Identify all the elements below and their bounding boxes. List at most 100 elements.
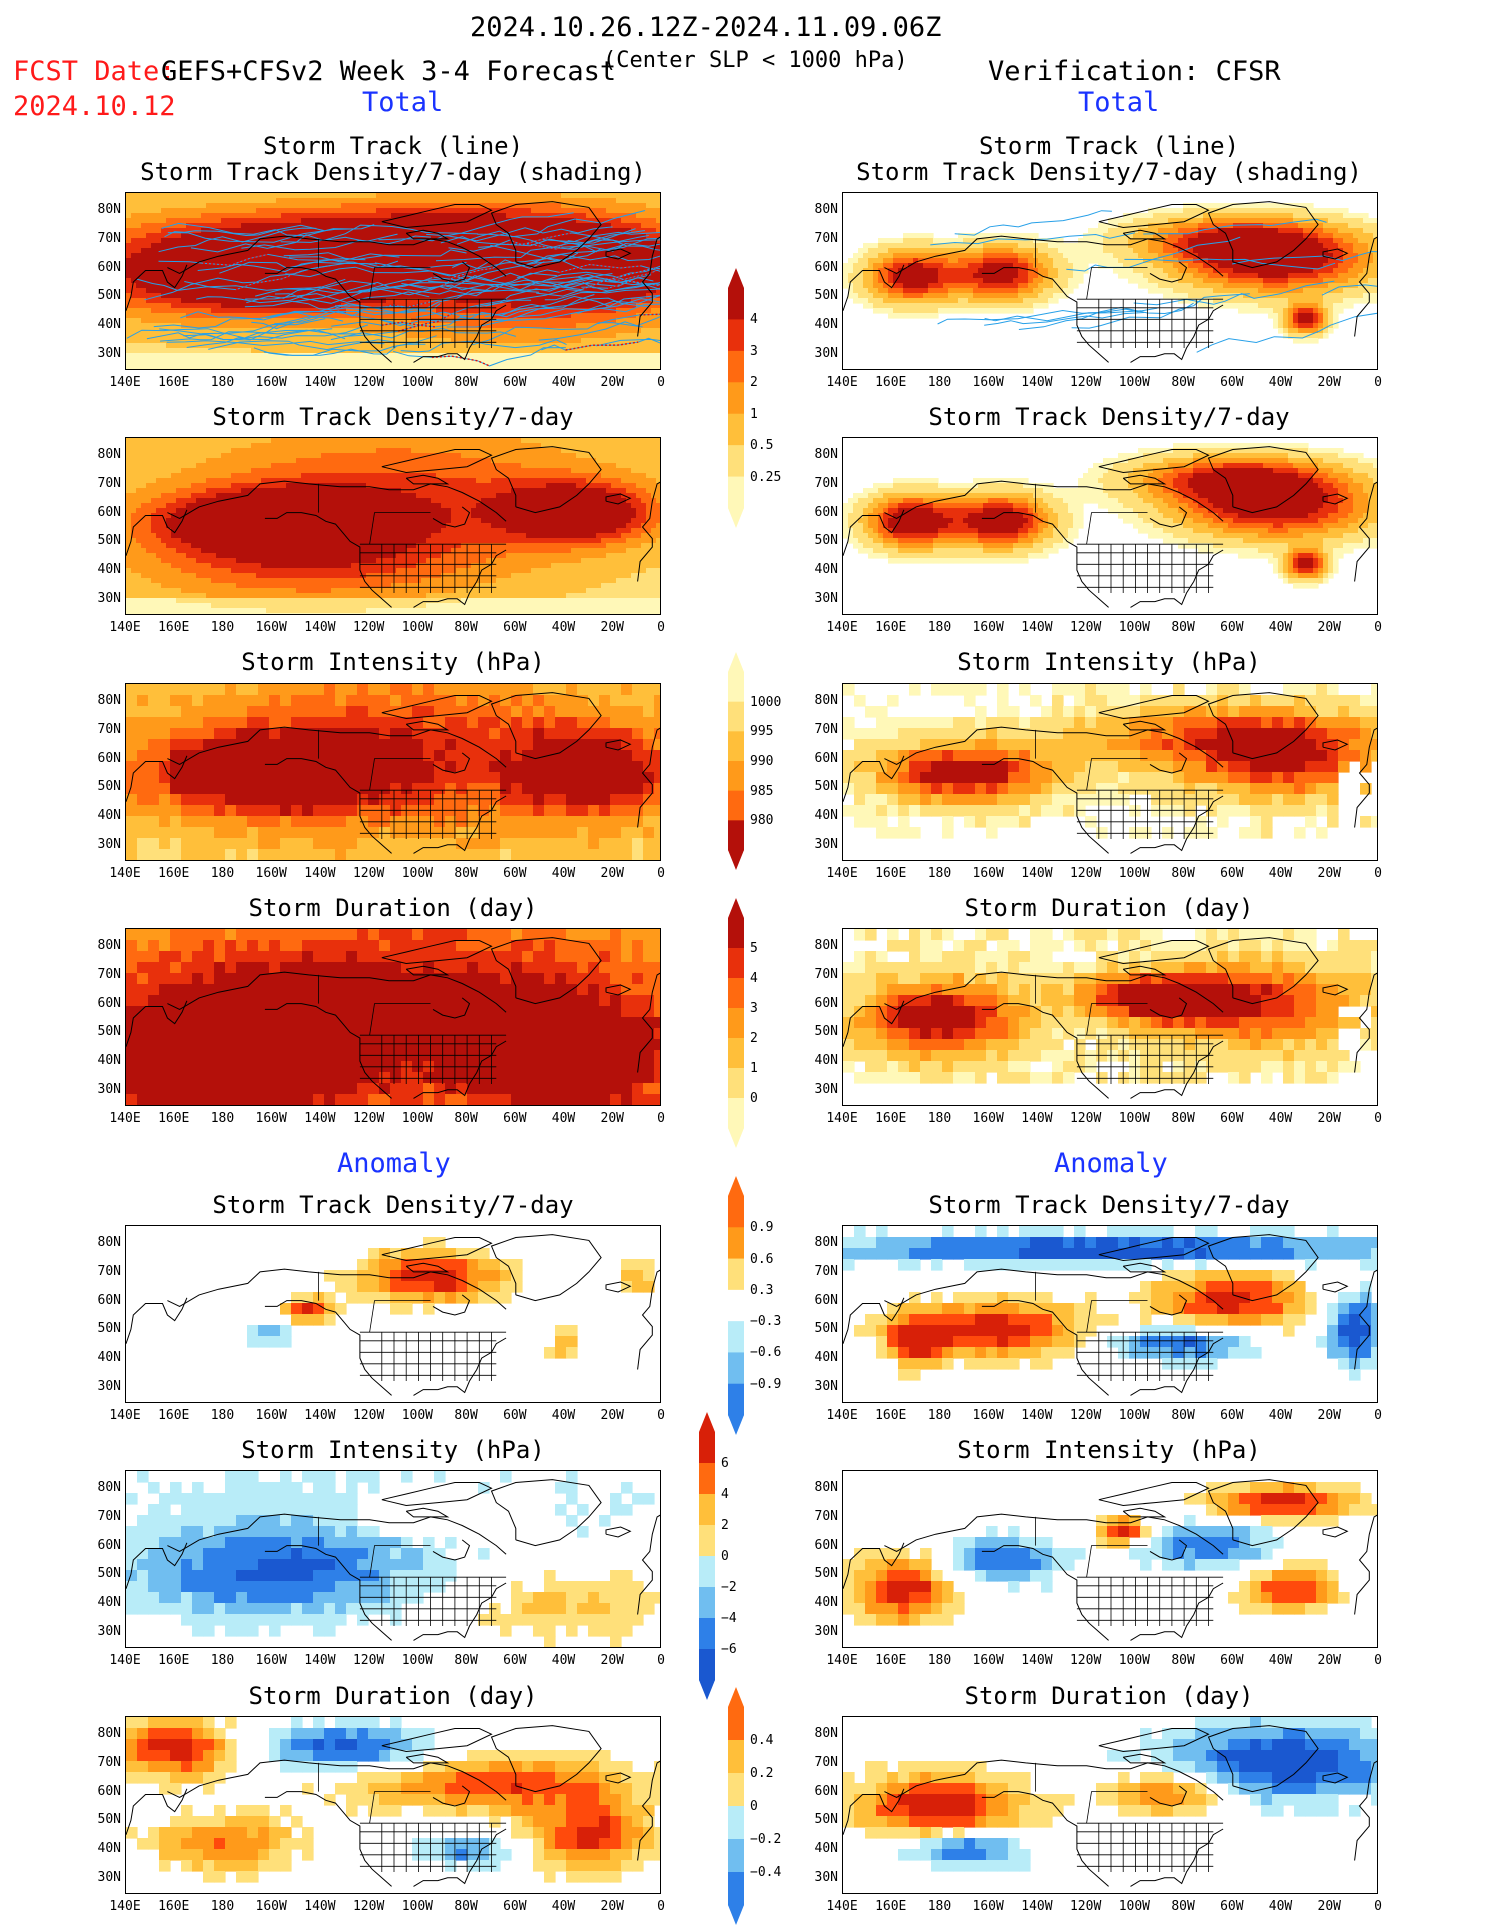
lon-tick-label: 20W xyxy=(600,1408,624,1423)
lon-tick-label: 120W xyxy=(1069,866,1102,881)
lat-tick-label: 70N xyxy=(814,1754,838,1770)
colorbar-label: 0 xyxy=(750,1091,758,1106)
lat-tick-label: 40N xyxy=(814,1350,838,1366)
lon-tick-label: 160W xyxy=(972,1408,1004,1423)
lon-tick-label: 100W xyxy=(401,866,434,881)
lat-tick-label: 30N xyxy=(814,1623,838,1639)
lat-tick-label: 60N xyxy=(97,1537,121,1553)
lon-tick-label: 160E xyxy=(875,1653,907,1668)
lat-tick-label: 60N xyxy=(814,995,838,1011)
lon-tick-label: 140W xyxy=(304,620,336,635)
lon-tick-label: 20W xyxy=(600,866,624,881)
colorbar-label: 5 xyxy=(750,941,758,956)
map-duration-forecast xyxy=(125,928,661,1106)
lon-tick-label: 180 xyxy=(927,1111,952,1126)
lon-tick-label: 140W xyxy=(304,1111,336,1126)
lon-tick-label: 120W xyxy=(1069,1111,1102,1126)
lat-tick-label: 50N xyxy=(97,533,121,549)
map-duration-anom-verification xyxy=(842,1716,1378,1894)
colorbar-label: 2 xyxy=(721,1518,729,1533)
lon-tick-label: 40W xyxy=(1268,866,1293,881)
lon-tick-label: 80W xyxy=(1171,1899,1195,1914)
lon-tick-label: 140W xyxy=(1021,375,1053,390)
lat-tick-label: 80N xyxy=(97,202,121,218)
lon-tick-label: 0 xyxy=(1374,620,1382,635)
lat-tick-label: 70N xyxy=(97,1508,121,1524)
lat-tick-label: 50N xyxy=(97,288,121,304)
lon-tick-label: 0 xyxy=(657,866,665,881)
section-anomaly-right: Anomaly xyxy=(1054,1148,1168,1179)
lon-tick-label: 20W xyxy=(600,1653,624,1668)
lon-tick-label: 100W xyxy=(1118,1111,1151,1126)
lat-tick-label: 50N xyxy=(814,533,838,549)
lat-tick-label: 50N xyxy=(97,1321,121,1337)
lon-tick-label: 140E xyxy=(826,375,858,390)
colorbar-label: 995 xyxy=(750,724,774,740)
lon-tick-label: 120W xyxy=(352,1111,385,1126)
colorbar-label: 985 xyxy=(750,783,774,799)
lon-tick-label: 80W xyxy=(1171,1653,1195,1668)
title-intensity-anom-left: Storm Intensity (hPa) xyxy=(241,1436,545,1464)
lon-tick-label: 120W xyxy=(1069,1408,1102,1423)
map-track-verification xyxy=(842,192,1378,370)
map-intensity-verification xyxy=(842,683,1378,861)
lon-tick-label: 80W xyxy=(1171,866,1195,881)
colorbar-label: −0.2 xyxy=(750,1832,782,1847)
model-title: GEFS+CFSv2 Week 3-4 Forecast xyxy=(161,56,617,87)
title-duration-left: Storm Duration (day) xyxy=(248,894,538,922)
lat-tick-label: 80N xyxy=(814,693,838,709)
lon-tick-label: 140W xyxy=(1021,620,1053,635)
lat-tick-label: 60N xyxy=(97,504,121,520)
lon-tick-label: 120W xyxy=(352,1653,385,1668)
lat-tick-label: 30N xyxy=(97,1869,121,1885)
lat-tick-label: 50N xyxy=(97,1812,121,1828)
lon-tick-label: 140E xyxy=(109,375,141,390)
colorbar-label: 0.25 xyxy=(750,469,782,485)
colorbar-label: 2 xyxy=(750,1031,758,1046)
fcst-date: 2024.10.12 xyxy=(13,91,176,122)
lon-tick-label: 160W xyxy=(255,1111,287,1126)
colorbar-label: 1 xyxy=(750,1061,758,1076)
lon-tick-label: 80W xyxy=(1171,1111,1195,1126)
lon-tick-label: 0 xyxy=(657,1653,665,1668)
colorbar-density-total xyxy=(728,268,744,528)
colorbar-label: −6 xyxy=(721,1642,737,1657)
lat-tick-label: 80N xyxy=(814,447,838,463)
lat-tick-label: 80N xyxy=(814,202,838,218)
lat-tick-label: 70N xyxy=(814,1508,838,1524)
lon-tick-label: 100W xyxy=(401,620,434,635)
map-duration-anom-forecast xyxy=(125,1716,661,1894)
lon-tick-label: 160E xyxy=(158,1899,190,1914)
lat-tick-label: 50N xyxy=(814,288,838,304)
colorbar-label: 2 xyxy=(750,375,758,391)
lat-tick-label: 60N xyxy=(814,750,838,766)
lon-tick-label: 100W xyxy=(401,375,434,390)
lat-tick-label: 50N xyxy=(814,1566,838,1582)
lon-tick-label: 80W xyxy=(1171,1408,1195,1423)
lon-tick-label: 160W xyxy=(972,866,1004,881)
lon-tick-label: 60W xyxy=(503,1111,527,1126)
criterion-label: (Center SLP < 1000 hPa) xyxy=(603,48,908,73)
colorbar-density-anom xyxy=(728,1176,744,1435)
lat-tick-label: 30N xyxy=(97,836,121,852)
lat-tick-label: 70N xyxy=(97,721,121,737)
colorbar-label: 1000 xyxy=(750,694,782,710)
lon-tick-label: 80W xyxy=(454,1111,478,1126)
lon-tick-label: 40W xyxy=(1268,1408,1293,1423)
lat-tick-label: 80N xyxy=(814,1480,838,1496)
lat-tick-label: 70N xyxy=(814,966,838,982)
lat-tick-label: 30N xyxy=(97,1081,121,1097)
title-duration-anom-left: Storm Duration (day) xyxy=(248,1682,538,1710)
lat-tick-label: 30N xyxy=(97,1378,121,1394)
colorbar-intensity-total xyxy=(728,652,744,870)
lon-tick-label: 160E xyxy=(875,1899,907,1914)
lat-tick-label: 70N xyxy=(97,1754,121,1770)
map-density-verification xyxy=(842,437,1378,615)
lon-tick-label: 100W xyxy=(1118,1653,1151,1668)
lon-tick-label: 120W xyxy=(1069,1899,1102,1914)
lon-tick-label: 180 xyxy=(927,866,952,881)
lon-tick-label: 160W xyxy=(972,1899,1004,1914)
lat-tick-label: 50N xyxy=(814,1812,838,1828)
lon-tick-label: 60W xyxy=(503,1408,527,1423)
lat-tick-label: 40N xyxy=(97,562,121,578)
